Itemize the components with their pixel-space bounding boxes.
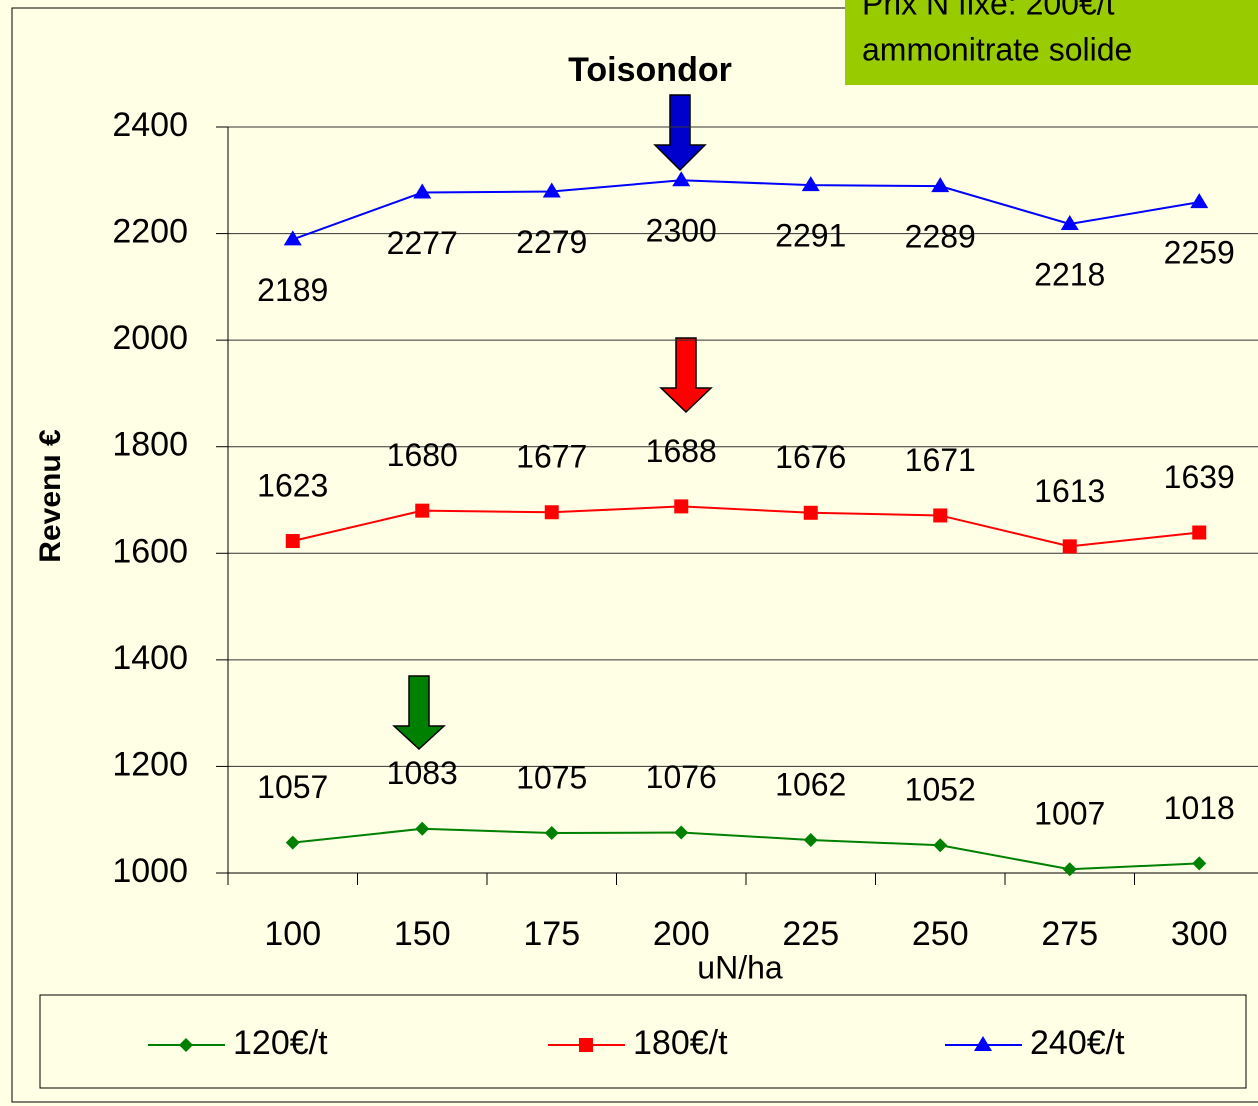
data-point [801, 176, 820, 192]
data-point [931, 177, 950, 193]
x-tick-label: 200 [653, 915, 710, 953]
x-tick-label: 150 [394, 915, 451, 953]
data-point [285, 534, 300, 549]
data-point [544, 505, 559, 520]
data-label: 1688 [646, 433, 717, 469]
x-tick-label: 275 [1041, 915, 1098, 953]
arrows [392, 94, 713, 751]
data-label: 1052 [905, 772, 976, 808]
data-label: 1613 [1034, 473, 1105, 509]
data-point [1192, 856, 1207, 871]
data-point [803, 832, 818, 847]
legend-marker [179, 1038, 193, 1052]
series-line [292, 179, 1200, 241]
data-label: 1007 [1034, 796, 1105, 832]
data-point [674, 499, 689, 514]
series-line [292, 505, 1200, 548]
data-label: 2189 [257, 272, 328, 308]
data-point [415, 821, 430, 836]
series-line [292, 827, 1200, 871]
data-label: 1075 [516, 759, 587, 795]
y-tick-label: 1200 [112, 745, 188, 783]
data-point [674, 825, 689, 840]
annotation: ammonitrate solide [862, 31, 1132, 67]
data-point [413, 183, 432, 199]
annotation: Prix N fixe: 200€/t [862, 0, 1115, 21]
data-point [1062, 862, 1077, 877]
data-point [415, 503, 430, 518]
data-label: 2289 [905, 219, 976, 255]
data-point [933, 508, 948, 523]
x-tick-label: 250 [912, 915, 969, 953]
y-tick-label: 2200 [112, 213, 188, 251]
x-tick-label: 175 [523, 915, 580, 953]
data-label: 1018 [1164, 790, 1235, 826]
data-label: 1677 [516, 439, 587, 475]
data-label: 2277 [387, 225, 458, 261]
data-label: 1083 [387, 755, 458, 791]
legend-label: 120€/t [233, 1024, 328, 1062]
y-tick-label: 2000 [112, 319, 188, 357]
data-label: 1623 [257, 467, 328, 503]
data-label: 1671 [905, 442, 976, 478]
data-label: 2279 [516, 224, 587, 260]
data-label: 1676 [775, 439, 846, 475]
y-axis-label: Revenu € [34, 429, 67, 563]
data-point [1060, 214, 1079, 230]
legend-box [39, 994, 1247, 1089]
data-point [1190, 193, 1209, 209]
chart-border [11, 7, 1258, 1103]
data-point [1062, 539, 1077, 554]
x-tick-label: 300 [1171, 915, 1228, 953]
annotation-box [845, 0, 1258, 85]
data-label: 2291 [775, 218, 846, 254]
data-point [1192, 525, 1207, 540]
legend-marker [579, 1038, 593, 1052]
data-label: 2259 [1164, 235, 1235, 271]
data-label: 2300 [646, 213, 717, 249]
data-point [285, 835, 300, 850]
data-label: 1680 [387, 437, 458, 473]
x-tick-label: 100 [264, 915, 321, 953]
data-label: 1062 [775, 766, 846, 802]
legend-label: 180€/t [633, 1024, 728, 1062]
y-tick-label: 1000 [112, 852, 188, 890]
x-tick-label: 225 [782, 915, 839, 953]
data-point [672, 171, 691, 187]
data-point [933, 838, 948, 853]
legend-label: 240€/t [1030, 1024, 1125, 1062]
data-point [803, 505, 818, 520]
legend-marker [974, 1036, 992, 1051]
data-point [542, 182, 561, 198]
chart-title: Toisondor [568, 51, 732, 89]
data-point [283, 230, 302, 246]
data-label: 1057 [257, 769, 328, 805]
data-point [544, 826, 559, 841]
y-tick-label: 2400 [112, 106, 188, 144]
data-label: 2218 [1034, 256, 1105, 292]
y-tick-label: 1400 [112, 639, 188, 677]
data-label: 1639 [1164, 459, 1235, 495]
y-tick-label: 1600 [112, 532, 188, 570]
x-axis-label: uN/ha [697, 949, 783, 985]
y-tick-label: 1800 [112, 426, 188, 464]
data-label: 1076 [646, 759, 717, 795]
